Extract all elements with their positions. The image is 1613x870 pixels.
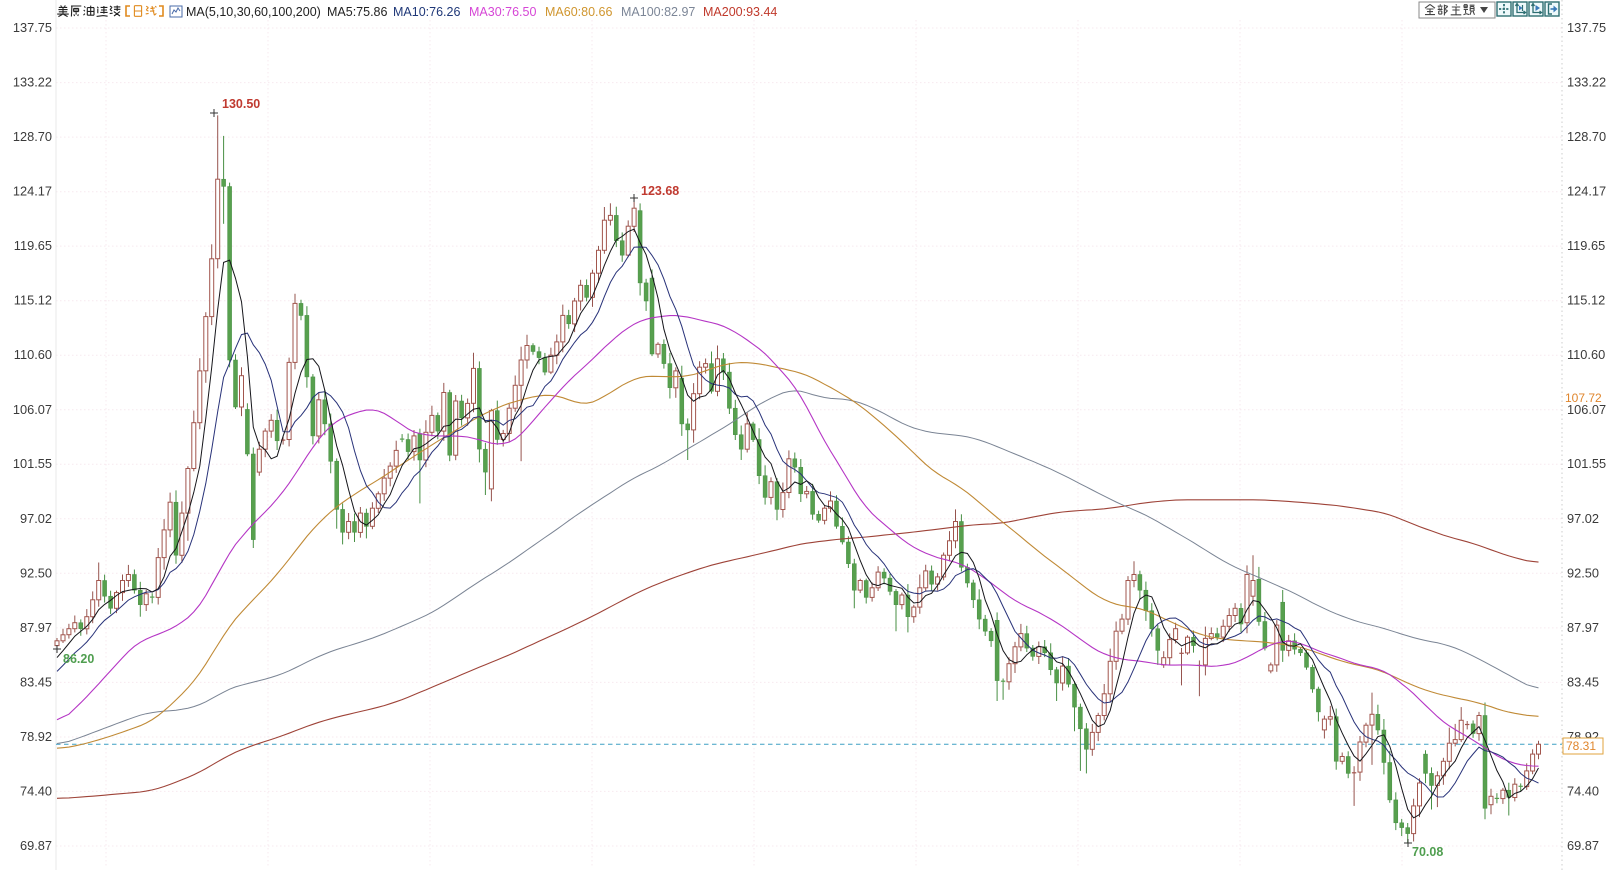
svg-text:110.60: 110.60: [14, 347, 52, 362]
svg-text:101.55: 101.55: [13, 456, 52, 471]
svg-text:70.08: 70.08: [1412, 845, 1443, 859]
svg-text:119.65: 119.65: [14, 238, 52, 253]
svg-text:124.17: 124.17: [1567, 184, 1606, 199]
svg-text:MA30:76.50: MA30:76.50: [469, 5, 536, 19]
svg-text:128.70: 128.70: [1567, 129, 1606, 144]
svg-text:128.70: 128.70: [13, 129, 52, 144]
svg-text:133.22: 133.22: [13, 75, 52, 90]
svg-text:87.97: 87.97: [1567, 620, 1599, 635]
svg-text:130.50: 130.50: [222, 97, 260, 111]
svg-text:87.97: 87.97: [20, 620, 52, 635]
svg-text:101.55: 101.55: [1567, 456, 1606, 471]
svg-text:107.72: 107.72: [1565, 391, 1602, 405]
svg-text:74.40: 74.40: [1567, 783, 1599, 798]
svg-text:MA(5,10,30,60,100,200): MA(5,10,30,60,100,200): [186, 5, 321, 19]
svg-text:92.50: 92.50: [20, 565, 52, 580]
svg-text:69.87: 69.87: [1567, 838, 1599, 853]
svg-text:86.20: 86.20: [63, 652, 94, 666]
svg-text:119.65: 119.65: [1567, 238, 1605, 253]
svg-text:133.22: 133.22: [1567, 75, 1606, 90]
svg-text:78.92: 78.92: [20, 729, 52, 744]
svg-text:78.31: 78.31: [1566, 739, 1596, 753]
svg-text:83.45: 83.45: [20, 674, 52, 689]
svg-text:MA5:75.86: MA5:75.86: [327, 5, 388, 19]
svg-text:MA10:76.26: MA10:76.26: [393, 5, 460, 19]
svg-text:69.87: 69.87: [20, 838, 52, 853]
svg-text:92.50: 92.50: [1567, 565, 1599, 580]
svg-text:115.12: 115.12: [1567, 293, 1605, 308]
svg-text:74.40: 74.40: [20, 783, 52, 798]
svg-text:MA200:93.44: MA200:93.44: [703, 5, 777, 19]
svg-text:83.45: 83.45: [1567, 674, 1599, 689]
svg-text:106.07: 106.07: [13, 402, 52, 417]
svg-text:MA100:82.97: MA100:82.97: [621, 5, 695, 19]
svg-text:97.02: 97.02: [1567, 511, 1599, 526]
svg-text:115.12: 115.12: [14, 293, 52, 308]
svg-text:124.17: 124.17: [13, 184, 52, 199]
svg-text:MA60:80.66: MA60:80.66: [545, 5, 612, 19]
svg-text:123.68: 123.68: [641, 184, 679, 198]
svg-text:137.75: 137.75: [13, 20, 52, 35]
svg-text:110.60: 110.60: [1567, 347, 1605, 362]
svg-text:97.02: 97.02: [20, 511, 52, 526]
svg-text:137.75: 137.75: [1567, 20, 1606, 35]
svg-text:106.07: 106.07: [1567, 402, 1606, 417]
